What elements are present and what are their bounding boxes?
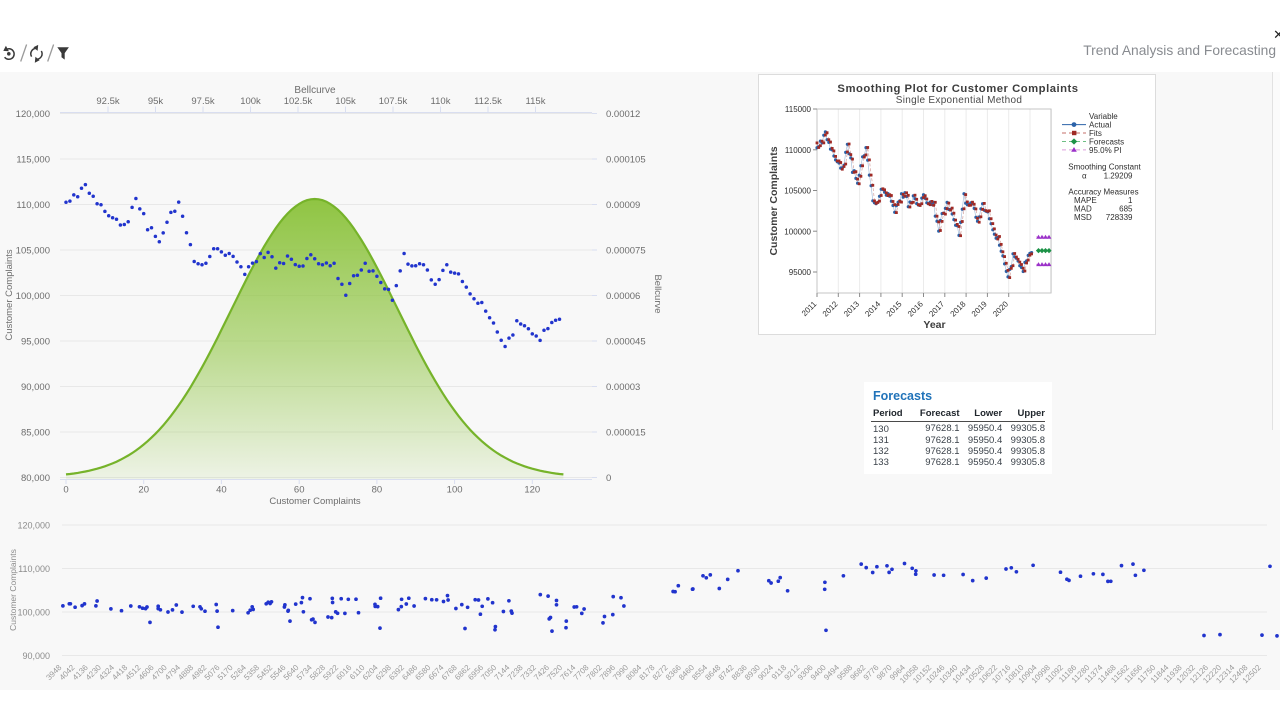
svg-text:0.00006: 0.00006: [606, 291, 640, 302]
svg-text:100000: 100000: [784, 227, 811, 236]
svg-text:Customer Complaints: Customer Complaints: [269, 496, 361, 507]
svg-text:Customer Complaints: Customer Complaints: [768, 146, 780, 255]
svg-text:90,000: 90,000: [21, 382, 50, 393]
svg-text:0.000105: 0.000105: [606, 155, 646, 166]
svg-text:105000: 105000: [784, 187, 811, 196]
svg-text:80,000: 80,000: [21, 473, 50, 484]
svg-text:112.5k: 112.5k: [474, 96, 502, 107]
svg-text:1.29209: 1.29209: [1104, 172, 1133, 181]
svg-text:0.000045: 0.000045: [606, 337, 646, 348]
svg-text:Single Exponential Method: Single Exponential Method: [896, 95, 1022, 106]
svg-text:MAD: MAD: [1074, 205, 1092, 214]
svg-text:Actual: Actual: [1089, 121, 1111, 130]
svg-text:100: 100: [447, 485, 463, 496]
svg-text:107.5k: 107.5k: [379, 96, 408, 107]
svg-text:110,000: 110,000: [18, 564, 50, 574]
svg-text:Smoothing Plot for Customer Co: Smoothing Plot for Customer Complaints: [837, 83, 1078, 95]
svg-text:110k: 110k: [431, 96, 451, 107]
svg-text:0.00003: 0.00003: [606, 382, 640, 393]
svg-text:115k: 115k: [526, 96, 546, 107]
svg-text:Accuracy Measures: Accuracy Measures: [1068, 188, 1138, 197]
svg-text:0.000015: 0.000015: [606, 428, 646, 439]
svg-text:102.5k: 102.5k: [284, 96, 313, 107]
svg-text:100,000: 100,000: [17, 607, 50, 617]
svg-text:0.000075: 0.000075: [606, 246, 646, 257]
svg-text:120,000: 120,000: [17, 520, 50, 530]
svg-text:110000: 110000: [785, 146, 812, 155]
svg-text:95k: 95k: [148, 96, 164, 107]
svg-text:97.5k: 97.5k: [191, 96, 214, 107]
svg-text:80: 80: [372, 485, 383, 496]
svg-text:1: 1: [1128, 196, 1133, 205]
svg-text:Bellcurve: Bellcurve: [294, 85, 336, 96]
svg-text:Forecasts: Forecasts: [1089, 138, 1124, 147]
svg-text:40: 40: [216, 485, 227, 496]
svg-text:85,000: 85,000: [21, 428, 50, 439]
svg-text:728339: 728339: [1106, 213, 1133, 222]
svg-text:105,000: 105,000: [16, 246, 50, 257]
svg-text:0.00009: 0.00009: [606, 200, 640, 211]
svg-text:Bellcurve: Bellcurve: [652, 274, 663, 313]
svg-text:Customer Complaints: Customer Complaints: [4, 249, 15, 341]
svg-text:95.0% PI: 95.0% PI: [1089, 146, 1121, 155]
svg-text:100k: 100k: [240, 96, 261, 107]
svg-text:MAPE: MAPE: [1074, 196, 1097, 205]
svg-text:110,000: 110,000: [16, 200, 50, 211]
svg-text:115000: 115000: [785, 105, 812, 114]
svg-text:95000: 95000: [789, 268, 812, 277]
svg-text:Year: Year: [923, 319, 945, 331]
svg-text:MSD: MSD: [1074, 213, 1092, 222]
svg-text:105k: 105k: [335, 96, 356, 107]
svg-text:Customer Complaints: Customer Complaints: [8, 549, 18, 631]
svg-text:115,000: 115,000: [16, 155, 50, 166]
svg-text:92.5k: 92.5k: [96, 96, 119, 107]
svg-text:60: 60: [294, 485, 305, 496]
svg-text:120,000: 120,000: [16, 109, 50, 120]
svg-text:120: 120: [524, 485, 540, 496]
svg-text:Smoothing Constant: Smoothing Constant: [1068, 163, 1141, 172]
svg-text:0: 0: [606, 473, 611, 484]
svg-text:Fits: Fits: [1089, 129, 1102, 138]
svg-text:0.00012: 0.00012: [606, 109, 640, 120]
svg-text:α: α: [1082, 172, 1087, 181]
svg-text:685: 685: [1119, 205, 1133, 214]
svg-text:95,000: 95,000: [21, 337, 50, 348]
svg-text:90,000: 90,000: [22, 651, 50, 661]
svg-text:Variable: Variable: [1089, 112, 1118, 121]
svg-text:0: 0: [63, 485, 68, 496]
svg-text:20: 20: [138, 485, 149, 496]
svg-text:100,000: 100,000: [16, 291, 50, 302]
